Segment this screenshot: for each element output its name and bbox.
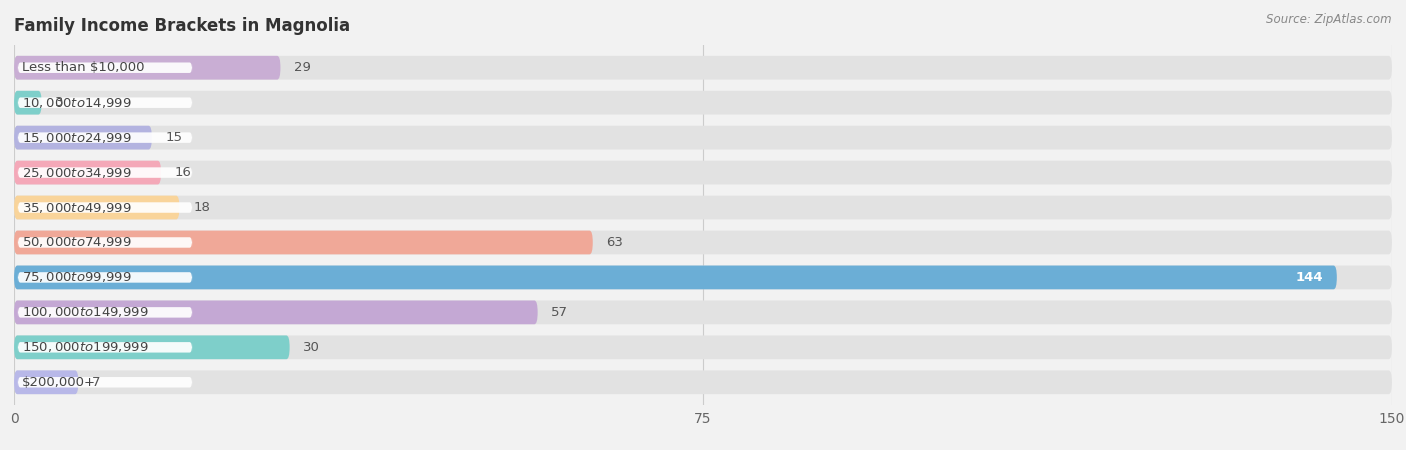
Text: Source: ZipAtlas.com: Source: ZipAtlas.com (1267, 14, 1392, 27)
Text: 3: 3 (55, 96, 63, 109)
FancyBboxPatch shape (14, 161, 1392, 184)
FancyBboxPatch shape (14, 266, 1337, 289)
FancyBboxPatch shape (14, 335, 290, 359)
Text: $10,000 to $14,999: $10,000 to $14,999 (22, 96, 132, 110)
FancyBboxPatch shape (14, 161, 162, 184)
FancyBboxPatch shape (14, 56, 1392, 80)
FancyBboxPatch shape (18, 272, 193, 283)
Text: 30: 30 (304, 341, 321, 354)
FancyBboxPatch shape (18, 307, 193, 318)
FancyBboxPatch shape (14, 230, 1392, 254)
Text: 15: 15 (166, 131, 183, 144)
FancyBboxPatch shape (18, 377, 193, 387)
Text: 16: 16 (174, 166, 191, 179)
FancyBboxPatch shape (14, 91, 1392, 115)
Text: 7: 7 (93, 376, 101, 389)
Text: 57: 57 (551, 306, 568, 319)
FancyBboxPatch shape (14, 56, 280, 80)
Text: $50,000 to $74,999: $50,000 to $74,999 (22, 235, 132, 249)
FancyBboxPatch shape (14, 335, 1392, 359)
FancyBboxPatch shape (14, 301, 537, 324)
Text: $15,000 to $24,999: $15,000 to $24,999 (22, 130, 132, 144)
FancyBboxPatch shape (18, 132, 193, 143)
FancyBboxPatch shape (14, 230, 593, 254)
Text: 63: 63 (606, 236, 623, 249)
FancyBboxPatch shape (14, 126, 1392, 149)
FancyBboxPatch shape (14, 196, 1392, 220)
Text: 29: 29 (294, 61, 311, 74)
Text: $100,000 to $149,999: $100,000 to $149,999 (22, 306, 149, 320)
FancyBboxPatch shape (18, 98, 193, 108)
FancyBboxPatch shape (18, 342, 193, 352)
FancyBboxPatch shape (14, 370, 79, 394)
Text: 144: 144 (1295, 271, 1323, 284)
Text: $35,000 to $49,999: $35,000 to $49,999 (22, 201, 132, 215)
Text: $150,000 to $199,999: $150,000 to $199,999 (22, 340, 149, 354)
FancyBboxPatch shape (18, 202, 193, 213)
Text: $200,000+: $200,000+ (22, 376, 97, 389)
FancyBboxPatch shape (18, 237, 193, 248)
FancyBboxPatch shape (18, 167, 193, 178)
FancyBboxPatch shape (18, 63, 193, 73)
FancyBboxPatch shape (14, 91, 42, 115)
FancyBboxPatch shape (14, 126, 152, 149)
Text: Family Income Brackets in Magnolia: Family Income Brackets in Magnolia (14, 17, 350, 35)
Text: $75,000 to $99,999: $75,000 to $99,999 (22, 270, 132, 284)
FancyBboxPatch shape (14, 196, 180, 220)
FancyBboxPatch shape (14, 301, 1392, 324)
Text: 18: 18 (193, 201, 209, 214)
FancyBboxPatch shape (14, 370, 1392, 394)
Text: $25,000 to $34,999: $25,000 to $34,999 (22, 166, 132, 180)
Text: Less than $10,000: Less than $10,000 (22, 61, 145, 74)
FancyBboxPatch shape (14, 266, 1392, 289)
